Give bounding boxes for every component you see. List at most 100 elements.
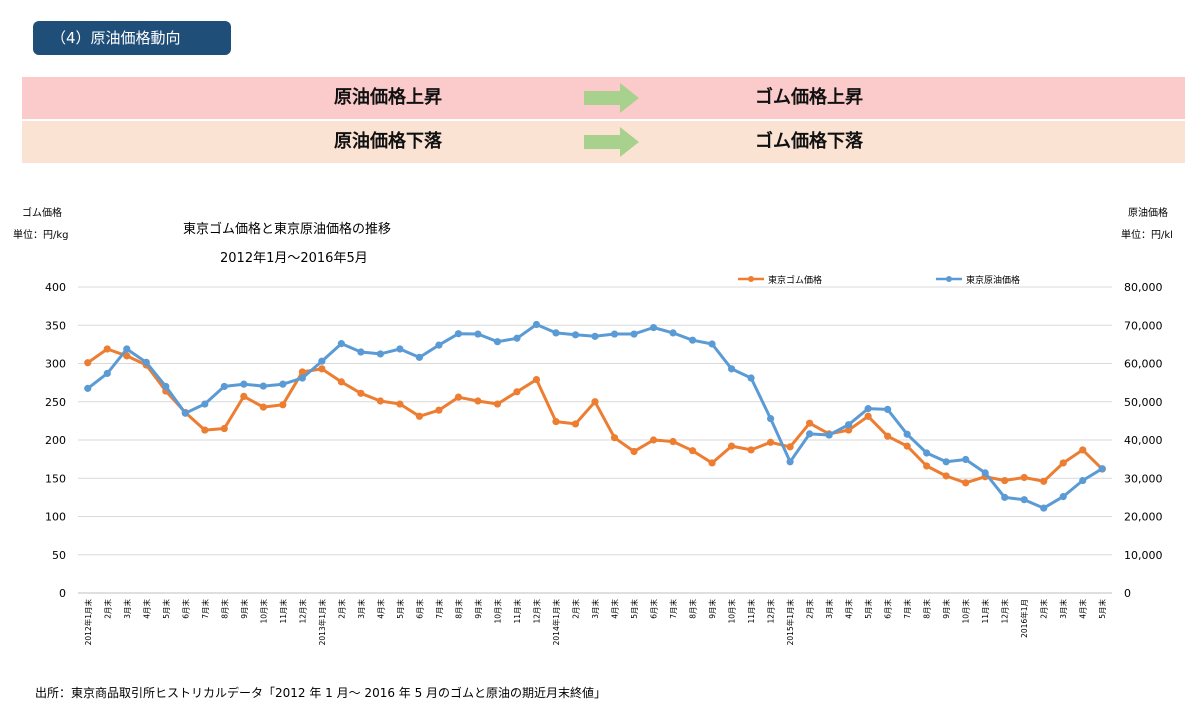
x-tick-label: 5月末 — [863, 599, 873, 619]
data-point — [259, 403, 267, 411]
left-tick-label: 150 — [45, 472, 66, 485]
legend-marker — [748, 276, 754, 282]
series-line — [86, 323, 1103, 510]
data-point — [727, 442, 736, 450]
data-point — [279, 380, 287, 388]
data-point — [181, 409, 189, 417]
right-tick-label: 20,000 — [1124, 511, 1163, 524]
data-point — [571, 420, 580, 428]
data-point — [610, 330, 619, 338]
data-point — [669, 329, 677, 337]
x-tick-label: 10月末 — [492, 599, 502, 624]
x-tick-label: 8月末 — [219, 599, 229, 619]
data-point — [825, 431, 833, 439]
x-tick-label: 11月末 — [512, 599, 522, 624]
source-note: 出所：東京商品取引所ヒストリカルデータ「2012 年 1 月～ 2016 年 5… — [35, 686, 607, 700]
data-point — [766, 438, 775, 446]
data-point — [1020, 496, 1028, 504]
x-tick-label: 7月末 — [200, 599, 210, 619]
x-tick-label: 10月末 — [961, 599, 971, 624]
x-tick-label: 10月末 — [727, 599, 737, 624]
data-point — [864, 405, 872, 413]
x-tick-label: 5月末 — [161, 599, 171, 619]
x-tick-label: 2月末 — [805, 599, 815, 619]
data-point — [845, 421, 853, 429]
relation-band-rise: 原油価格上昇 ゴム価格上昇 — [22, 77, 1185, 119]
data-point — [747, 446, 755, 454]
data-point — [688, 336, 697, 344]
data-point — [103, 345, 111, 353]
x-tick-label: 2012年1月末 — [83, 599, 93, 646]
x-tick-label: 2月末 — [1039, 599, 1049, 619]
x-tick-label: 3月末 — [824, 599, 834, 619]
data-point — [1040, 477, 1048, 485]
x-tick-label: 11月末 — [278, 599, 288, 624]
data-point — [688, 447, 697, 455]
data-point — [454, 393, 463, 401]
data-point — [435, 406, 443, 414]
data-point — [474, 397, 482, 405]
data-point — [630, 330, 638, 338]
data-point — [591, 398, 599, 406]
data-point — [981, 469, 989, 477]
data-point — [649, 323, 658, 332]
right-tick-label: 10,000 — [1124, 549, 1163, 562]
x-tick-label: 2月末 — [570, 599, 580, 619]
x-tick-label: 3月末 — [590, 599, 600, 619]
right-axis-unit: 単位：円/kl — [1121, 230, 1173, 241]
x-tick-label: 9月末 — [473, 599, 483, 619]
data-point — [923, 449, 931, 457]
data-point — [298, 368, 306, 376]
x-tick-label: 9月末 — [707, 599, 717, 619]
relation-band-fall: 原油価格下落 ゴム価格下落 — [22, 121, 1185, 163]
legend-label: 東京ゴム価格 — [768, 274, 822, 286]
right-tick-label: 50,000 — [1124, 396, 1163, 409]
data-point — [123, 345, 131, 353]
x-tick-label: 8月末 — [688, 599, 698, 619]
right-arrow-icon — [584, 127, 639, 157]
x-tick-label: 10月末 — [258, 599, 268, 624]
data-point — [747, 374, 755, 382]
data-point — [1079, 476, 1087, 485]
x-tick-label: 12月末 — [766, 599, 776, 624]
data-point — [123, 352, 131, 360]
data-point — [396, 400, 404, 408]
data-point — [396, 345, 404, 353]
legend-marker — [946, 276, 952, 282]
left-tick-label: 200 — [45, 434, 66, 447]
data-point — [1098, 465, 1106, 473]
data-point — [415, 412, 424, 420]
data-point — [1059, 493, 1067, 501]
data-point — [1001, 476, 1009, 485]
x-tick-label: 2016年1月 — [1019, 599, 1029, 638]
right-arrow-icon — [584, 83, 639, 113]
data-point — [220, 382, 228, 391]
data-point — [279, 401, 287, 409]
x-tick-label: 2013年1月末 — [317, 599, 327, 646]
data-point — [84, 384, 92, 392]
data-point — [259, 382, 267, 390]
data-point — [298, 374, 306, 382]
x-tick-label: 9月末 — [941, 599, 951, 619]
data-point — [708, 340, 716, 348]
x-tick-label: 4月末 — [844, 599, 854, 619]
data-point — [318, 365, 326, 373]
right-tick-label: 60,000 — [1124, 358, 1163, 371]
x-tick-label: 2月末 — [102, 599, 112, 619]
left-axis-unit: 単位：円/kg — [13, 230, 69, 241]
x-tick-label: 4月末 — [610, 599, 620, 619]
data-point — [942, 472, 950, 480]
x-tick-label: 11月末 — [980, 599, 990, 624]
data-point — [923, 462, 931, 470]
data-point — [240, 392, 248, 400]
x-tick-label: 2月末 — [336, 599, 346, 619]
x-tick-label: 9月末 — [239, 599, 249, 619]
effect-label: ゴム価格上昇 — [755, 87, 863, 108]
data-point — [337, 340, 345, 348]
data-point — [552, 418, 560, 426]
data-point — [786, 443, 794, 451]
data-point — [454, 330, 463, 338]
x-tick-label: 4月末 — [141, 599, 151, 619]
data-point — [552, 329, 560, 337]
